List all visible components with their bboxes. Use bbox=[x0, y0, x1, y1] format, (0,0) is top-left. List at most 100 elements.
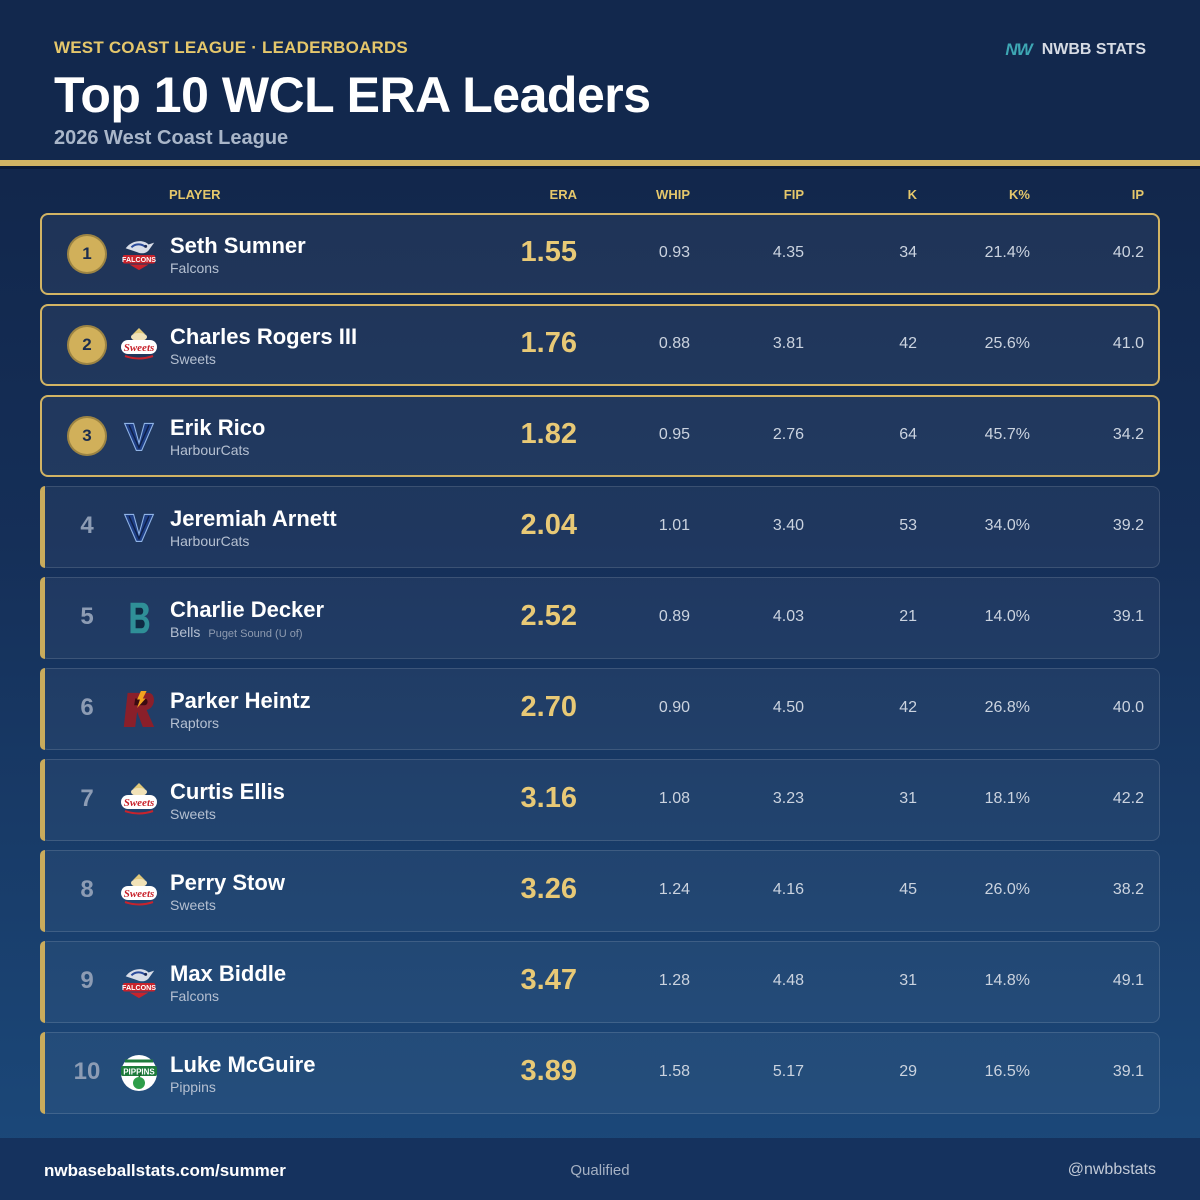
kpct-value: 34.0% bbox=[984, 517, 1030, 534]
k-value: 34 bbox=[899, 244, 917, 261]
player-team: Sweets bbox=[170, 897, 216, 913]
fip-value: 2.76 bbox=[772, 426, 804, 443]
row-accent-bar bbox=[40, 759, 45, 841]
player-name: Luke McGuire bbox=[170, 1052, 316, 1077]
rank-number: 8 bbox=[80, 876, 94, 903]
brand-name: NWBB STATS bbox=[1041, 41, 1146, 58]
player-team: HarbourCats bbox=[170, 442, 249, 458]
kpct-value: 25.6% bbox=[984, 335, 1030, 352]
column-header-whip: WHIP bbox=[656, 187, 690, 202]
leaderboard-row: 10 PIPPINS Luke McGuire Pippins 3.89 1.58 5.17… bbox=[40, 1032, 1160, 1114]
svg-text:Sweets: Sweets bbox=[124, 797, 155, 809]
rank-number: 10 bbox=[73, 1058, 101, 1085]
team-name: HarbourCats bbox=[170, 533, 250, 549]
leaderboard-row: 6 Parker Heintz Raptors 2.70 0.90 4.50 42 26.8%… bbox=[40, 668, 1160, 750]
svg-text:Sweets: Sweets bbox=[124, 888, 155, 900]
k-value: 42 bbox=[899, 699, 917, 716]
svg-text:FALCONS: FALCONS bbox=[122, 984, 156, 992]
svg-text:FALCONS: FALCONS bbox=[122, 256, 156, 264]
leaderboard-row: 3 Erik Rico HarbourCats 1.82 0.95 2.76 64 45.7%… bbox=[40, 395, 1160, 477]
footer-qualifier: Qualified bbox=[570, 1162, 630, 1179]
row-accent-bar bbox=[40, 668, 45, 750]
player-name: Charles Rogers III bbox=[170, 324, 358, 349]
row-accent-bar bbox=[40, 577, 45, 659]
ip-value: 49.1 bbox=[1112, 972, 1144, 989]
ip-value: 39.1 bbox=[1112, 1063, 1144, 1080]
era-value: 1.82 bbox=[520, 418, 577, 450]
leaderboard-row: 8 Sweets Perry Stow Sweets 3.26 1.24 4.16 45 26.… bbox=[40, 850, 1160, 932]
player-team: Falcons bbox=[170, 260, 219, 276]
team-name: Falcons bbox=[170, 260, 220, 276]
player-team: Sweets bbox=[170, 806, 216, 822]
fip-value: 4.48 bbox=[772, 972, 804, 989]
k-value: 21 bbox=[899, 608, 917, 625]
footer-website: nwbaseballstats.com/summer bbox=[44, 1161, 286, 1180]
whip-value: 1.24 bbox=[658, 881, 690, 898]
whip-value: 1.01 bbox=[658, 517, 690, 534]
k-value: 64 bbox=[899, 426, 917, 443]
player-team: HarbourCats bbox=[170, 533, 249, 549]
fip-value: 4.35 bbox=[772, 244, 804, 261]
footer: nwbaseballstats.com/summer Qualified @nw… bbox=[0, 1138, 1200, 1200]
column-header-era: ERA bbox=[549, 187, 577, 202]
kpct-value: 21.4% bbox=[984, 244, 1030, 261]
whip-value: 1.08 bbox=[658, 790, 690, 807]
ip-value: 39.2 bbox=[1112, 517, 1144, 534]
era-value: 3.26 bbox=[520, 873, 577, 905]
era-value: 1.55 bbox=[520, 236, 577, 268]
sweets-logo-icon: Sweets bbox=[119, 871, 159, 911]
row-accent-bar bbox=[40, 941, 45, 1023]
era-value: 1.76 bbox=[520, 327, 577, 359]
leaderboard-row: 4 Jeremiah Arnett HarbourCats 2.04 1.01 3.40 5… bbox=[40, 486, 1160, 568]
sweets-logo-icon: Sweets bbox=[119, 780, 159, 820]
player-name: Perry Stow bbox=[170, 870, 285, 895]
player-team: Raptors bbox=[170, 715, 219, 731]
team-name: Sweets bbox=[170, 897, 216, 913]
player-team: Sweets bbox=[170, 351, 216, 367]
team-name: Falcons bbox=[170, 988, 220, 1004]
nw-logo-icon: NW bbox=[1005, 40, 1032, 59]
whip-value: 0.90 bbox=[658, 699, 690, 716]
rank-number: 5 bbox=[80, 603, 94, 630]
header-band: WEST COAST LEAGUE · LEADERBOARDS Top 10 … bbox=[0, 0, 1200, 160]
player-name: Curtis Ellis bbox=[170, 779, 285, 804]
whip-value: 0.89 bbox=[658, 608, 690, 625]
fip-value: 3.81 bbox=[772, 335, 804, 352]
harbourcats-logo-icon bbox=[119, 416, 159, 456]
whip-value: 1.58 bbox=[658, 1063, 690, 1080]
page-title: Top 10 WCL ERA Leaders bbox=[54, 67, 651, 123]
team-name: Pippins bbox=[170, 1079, 216, 1095]
kpct-value: 45.7% bbox=[984, 426, 1030, 443]
player-team: Pippins bbox=[170, 1079, 216, 1095]
column-header-player: PLAYER bbox=[169, 187, 221, 202]
fip-value: 3.40 bbox=[772, 517, 804, 534]
k-value: 53 bbox=[899, 517, 917, 534]
fip-value: 5.17 bbox=[772, 1063, 804, 1080]
ip-value: 34.2 bbox=[1112, 426, 1144, 443]
player-name: Parker Heintz bbox=[170, 688, 311, 713]
leaderboard-row: 1 FALCONS Seth Sumner Falcons 1.55 0.93 4.35 34… bbox=[40, 213, 1160, 295]
leaderboard-row: 9 FALCONS Max Biddle Falcons 3.47 1.28 4.48 31 1… bbox=[40, 941, 1160, 1023]
era-value: 2.70 bbox=[520, 691, 577, 723]
ip-value: 38.2 bbox=[1112, 881, 1144, 898]
team-name: Sweets bbox=[170, 351, 216, 367]
ip-value: 41.0 bbox=[1112, 335, 1144, 352]
column-header-kpct: K% bbox=[1009, 187, 1030, 202]
leaderboard-row: 2 Sweets Charles Rogers III Sweets 1.76 0.88 3… bbox=[40, 304, 1160, 386]
player-school: Puget Sound (U of) bbox=[208, 628, 303, 640]
k-value: 31 bbox=[899, 790, 917, 807]
ip-value: 40.2 bbox=[1112, 244, 1144, 261]
kpct-value: 14.0% bbox=[984, 608, 1030, 625]
rank-badge: 3 bbox=[67, 416, 107, 456]
rank-number: 6 bbox=[80, 694, 94, 721]
player-team: Falcons bbox=[170, 988, 219, 1004]
kpct-value: 16.5% bbox=[984, 1063, 1030, 1080]
era-value: 3.89 bbox=[520, 1055, 577, 1087]
k-value: 29 bbox=[899, 1063, 917, 1080]
ip-value: 42.2 bbox=[1112, 790, 1144, 807]
rank-badge: 1 bbox=[67, 234, 107, 274]
player-team: Bells Puget Sound (U of) bbox=[170, 624, 303, 640]
era-value: 2.04 bbox=[520, 509, 577, 541]
ip-value: 39.1 bbox=[1112, 608, 1144, 625]
player-name: Max Biddle bbox=[170, 961, 287, 986]
